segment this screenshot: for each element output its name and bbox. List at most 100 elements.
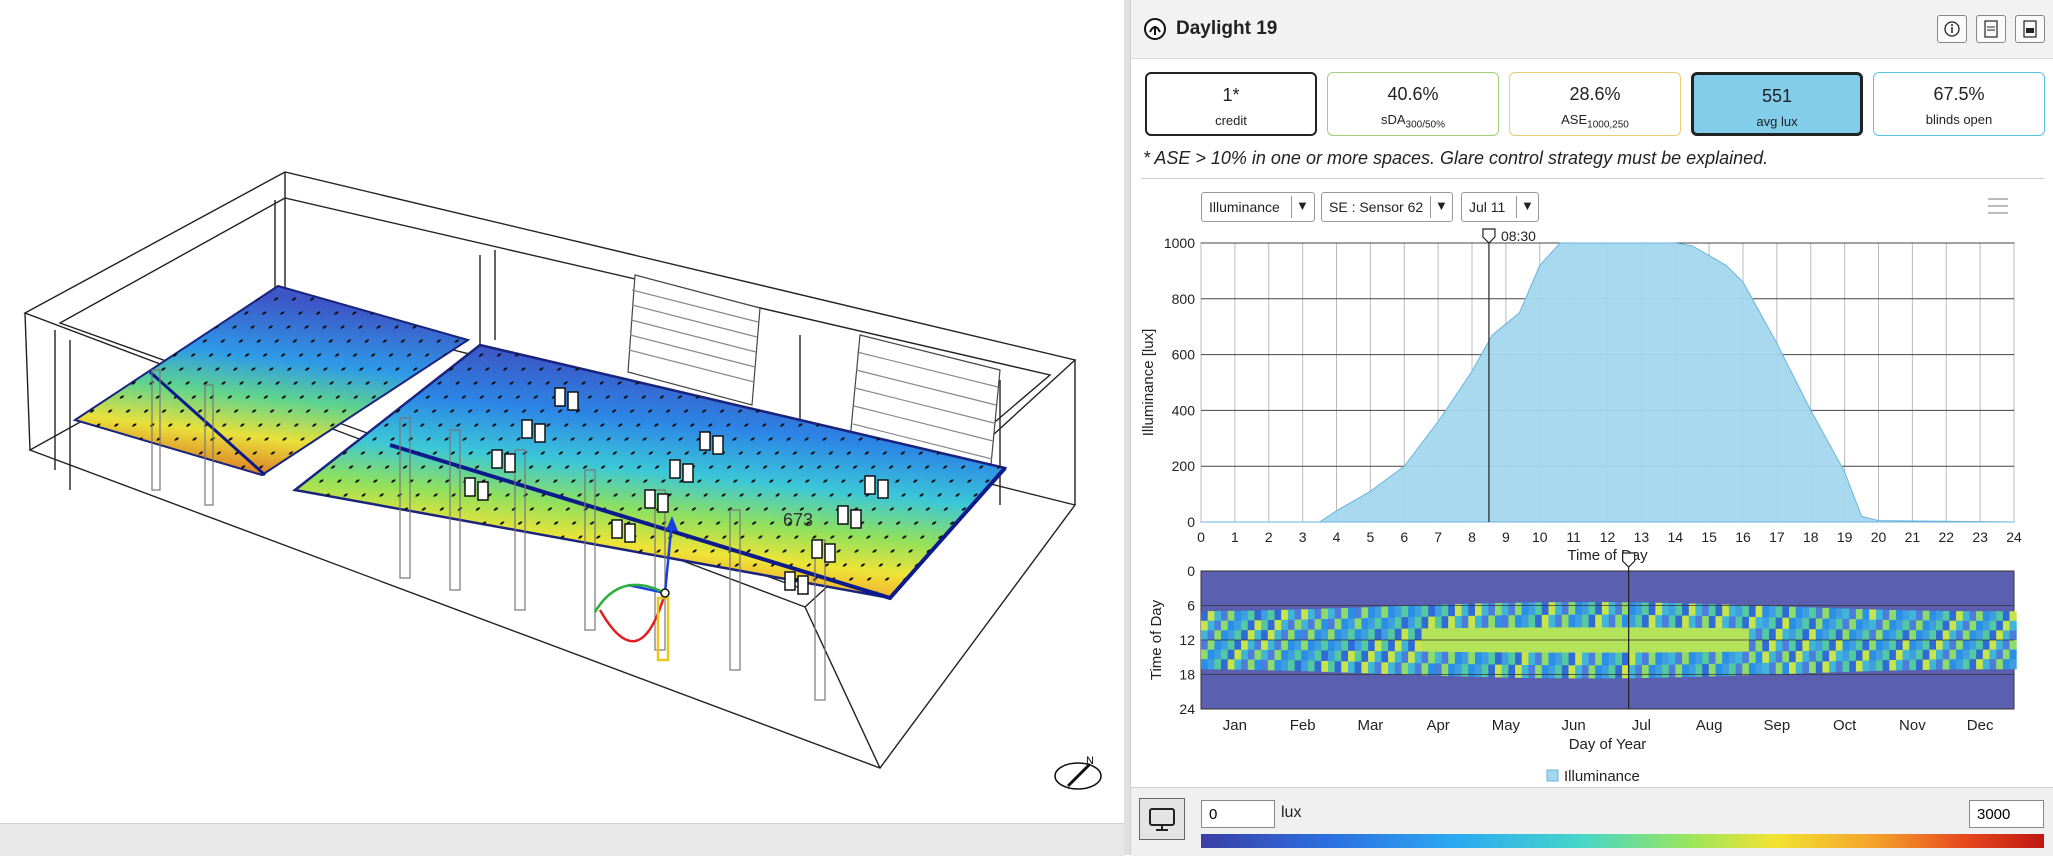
heatmap-cell <box>1328 650 1336 662</box>
heatmap-cell <box>1508 664 1516 678</box>
heatmap-cell <box>1842 619 1850 631</box>
heatmap-cell <box>1875 619 1884 631</box>
heatmap-cell <box>1909 659 1917 671</box>
heatmap-cell <box>1267 610 1275 621</box>
heatmap-cell <box>1882 650 1890 661</box>
heatmap-cell <box>1301 640 1309 651</box>
heatmap-cell <box>1521 627 1529 641</box>
kpi-blinds-open[interactable]: 67.5% blinds open <box>1873 72 2045 136</box>
heatmap-cell <box>1795 629 1803 641</box>
info-button[interactable] <box>1937 15 1967 43</box>
heatmap-cell <box>1515 627 1523 641</box>
heatmap-cell <box>1555 640 1563 654</box>
heatmap-cell <box>1949 649 1957 660</box>
panel-splitter[interactable] <box>1124 0 1130 855</box>
transform-gizmo[interactable] <box>593 516 678 662</box>
heatmap-cell <box>1762 640 1770 652</box>
heatmap-cell <box>1849 650 1857 662</box>
display-settings-button[interactable] <box>1139 798 1185 840</box>
heatmap-cell <box>1254 630 1262 641</box>
heatmap-cell <box>1294 629 1302 641</box>
csv-export-button[interactable] <box>1976 15 2006 43</box>
heatmap-cell <box>1642 627 1650 641</box>
heatmap-cell <box>1227 630 1235 641</box>
heatmap-cell <box>1742 616 1750 629</box>
x-tick-label: 22 <box>1938 529 1954 545</box>
model-view[interactable]: 673 N <box>0 0 1124 823</box>
illuminance-charts[interactable]: 0 1 2 3 4 5 6 7 8 9 10 11 12 13 14 15 16 17 18 19 20 21 22 23 24… <box>1131 222 2053 787</box>
heatmap-cell <box>1468 627 1476 641</box>
heatmap-cell <box>1815 650 1823 663</box>
heatmap-cell <box>1247 640 1255 651</box>
heatmap-cell <box>1261 640 1269 651</box>
heatmap-cell <box>1475 615 1483 629</box>
heatmap-cell <box>1775 628 1783 641</box>
heatmap-cell <box>2009 649 2017 660</box>
heatmap-cell <box>1254 649 1262 661</box>
heatmap-cell <box>1936 649 1944 660</box>
heatmap-cell <box>2009 611 2017 622</box>
heatmap-cell <box>1207 620 1215 631</box>
pdf-export-button[interactable] <box>2015 15 2045 43</box>
heatmap-cell <box>1274 640 1282 651</box>
heatmap-cell <box>1201 659 1209 670</box>
heatmap-cell <box>1956 630 1964 641</box>
kpi-sda[interactable]: 40.6% sDA300/50% <box>1327 72 1499 136</box>
heatmap-cell <box>1401 640 1409 652</box>
heatmap-cell <box>1555 614 1563 628</box>
compass-icon[interactable]: N <box>1054 755 1102 790</box>
heatmap-cell <box>1388 651 1396 663</box>
heatmap-cell <box>1976 649 1984 660</box>
date-select[interactable]: Jul 11 ▼ <box>1461 192 1539 222</box>
kpi-credit[interactable]: 1* credit <box>1145 72 1317 136</box>
metric-select[interactable]: Illuminance ▼ <box>1201 192 1315 222</box>
scale-min-input[interactable] <box>1201 800 1275 828</box>
heatmap-cell <box>1622 640 1630 654</box>
heatmap-cell <box>1822 618 1830 630</box>
heatmap-cell <box>1755 651 1763 664</box>
heatmap-y-tick-label: 0 <box>1187 563 1195 579</box>
heatmap-cell <box>1254 659 1262 671</box>
heatmap-cell <box>1855 640 1864 651</box>
heatmap-cell <box>1715 604 1723 617</box>
y-axis-title: Illuminance [lux] <box>1140 329 1157 437</box>
heatmap-cell <box>1789 628 1797 641</box>
heatmap-cell <box>1441 616 1449 629</box>
heatmap-cell <box>1461 664 1469 677</box>
scale-max-input[interactable] <box>1969 800 2044 828</box>
heatmap-cell <box>1448 651 1456 665</box>
kpi-label: credit <box>1215 113 1247 128</box>
heatmap-cell <box>1448 640 1456 653</box>
heatmap-cell <box>1942 640 1950 651</box>
3d-viewport[interactable]: 673 N <box>0 0 1124 823</box>
sensor-select[interactable]: SE : Sensor 62 ▼ <box>1321 192 1453 222</box>
heatmap-cell <box>1929 659 1937 670</box>
heatmap-cell <box>1722 663 1730 676</box>
heatmap-cell <box>1882 619 1890 631</box>
heatmap-cell <box>1835 661 1843 673</box>
x-tick-label: 19 <box>1837 529 1853 545</box>
heatmap-cell <box>1461 615 1469 629</box>
heatmap-cell <box>1789 651 1797 663</box>
heatmap-cell <box>1662 664 1670 678</box>
illuminance-area <box>1201 242 2015 523</box>
heatmap-cell <box>1388 640 1396 652</box>
kpi-avg-lux[interactable]: 551 avg lux <box>1691 72 1863 136</box>
heatmap-cell <box>1214 649 1222 660</box>
heatmap-cell <box>1982 630 1990 641</box>
heatmap-cell <box>1247 649 1255 661</box>
heatmap-cell <box>1962 611 1970 622</box>
heatmap-cell <box>1635 652 1643 666</box>
heatmap-cell <box>1394 617 1402 630</box>
heatmap-cell <box>1822 640 1830 652</box>
heatmap-cell <box>1775 640 1783 652</box>
kpi-ase[interactable]: 28.6% ASE1000,250 <box>1509 72 1681 136</box>
chart-menu-icon[interactable] <box>1986 196 2010 216</box>
heatmap-cell <box>1595 652 1603 666</box>
heatmap-cell <box>1328 608 1336 620</box>
heatmap-cell <box>1588 652 1596 666</box>
heatmap-cell <box>1581 665 1590 679</box>
heatmap-cell <box>1414 616 1422 629</box>
kpi-value: 28.6% <box>1569 84 1621 104</box>
heatmap-cell <box>1528 640 1536 653</box>
